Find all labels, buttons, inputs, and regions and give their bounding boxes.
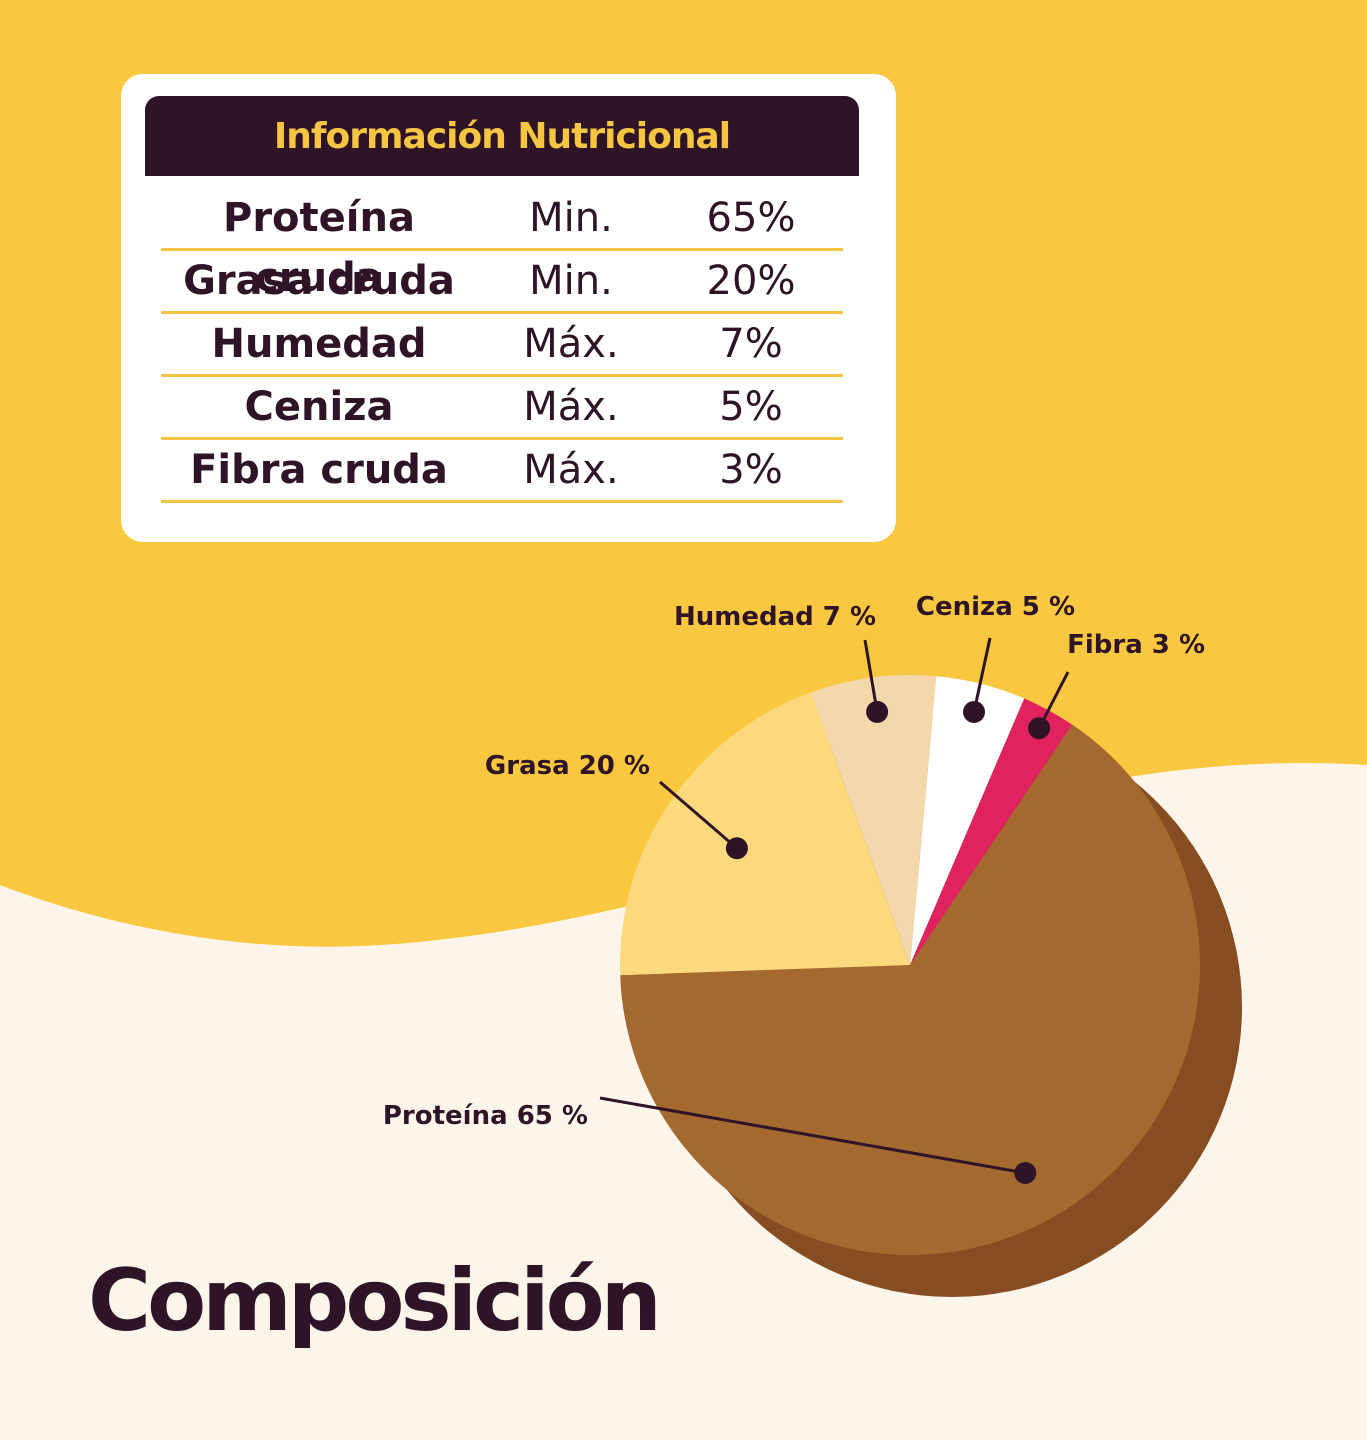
pie-slice-ceniza [910,676,1025,965]
composition-heading: Composición [88,1251,662,1351]
nutrition-name: Ceniza [244,384,394,430]
nutrition-card-title: Información Nutricional [273,115,731,157]
nutrition-value: 5% [719,384,783,430]
slice-label-value: 65 % [517,1101,588,1131]
nutrition-row: Grasa cruda Min. 20% [161,251,843,314]
nutrition-name: Grasa cruda [183,258,455,304]
nutrition-value: 65% [706,195,796,241]
pie-slice-fibra [910,698,1073,965]
nutrition-card-header: Información Nutricional [145,96,859,176]
leader-line [863,639,879,713]
nutrition-value: 20% [706,258,796,304]
leader-dot [1028,717,1051,740]
slice-label-name: Fibra [1067,630,1152,660]
nutrition-value: 7% [719,321,783,367]
nutrition-name: Humedad [211,321,427,367]
nutrition-row: Humedad Máx. 7% [161,314,843,377]
pie-slice-proteína [620,724,1200,1255]
leader-line [659,780,738,850]
nutrition-limit: Máx. [523,447,619,493]
leader-dot [866,700,889,723]
slice-label-name: Proteína [383,1101,517,1131]
nutrition-row: Proteína cruda Min. 65% [161,188,843,301]
slice-label-value: 7 % [823,602,876,632]
nutrition-name: Proteína cruda [223,195,415,301]
leader-line [972,637,992,713]
nutrition-limit: Min. [529,258,613,304]
slice-label-ceniza: Ceniza 5 % [916,592,1075,622]
slice-label-value: 5 % [1022,592,1075,622]
nutrition-value: 3% [719,447,783,493]
slice-label-grasa: Grasa 20 % [485,751,650,781]
slice-label-name: Humedad [674,602,823,632]
leader-dot [1014,1161,1037,1184]
nutrition-card: Información Nutricional Proteína cruda Mi… [121,74,896,542]
nutrition-row: Ceniza Máx. 5% [161,377,843,440]
slice-label-value: 20 % [579,751,650,781]
nutrition-limit: Máx. [523,321,619,367]
leader-line [599,1096,1026,1175]
nutrition-limit: Min. [529,195,613,241]
nutrition-limit: Máx. [523,384,619,430]
pie-slice-grasa [620,692,910,976]
slice-label-value: 3 % [1152,630,1205,660]
slice-label-proteína: Proteína 65 % [383,1101,588,1131]
slice-label-humedad: Humedad 7 % [674,602,876,632]
nutrition-name: Fibra cruda [190,447,448,493]
slice-label-fibra: Fibra 3 % [1067,630,1205,660]
pie-slice-humedad [810,675,937,965]
leader-dot [963,700,986,723]
nutrition-row: Fibra cruda Máx. 3% [161,440,843,503]
slice-label-name: Grasa [485,751,579,781]
slice-label-name: Ceniza [916,592,1022,622]
leader-dot [725,837,748,860]
